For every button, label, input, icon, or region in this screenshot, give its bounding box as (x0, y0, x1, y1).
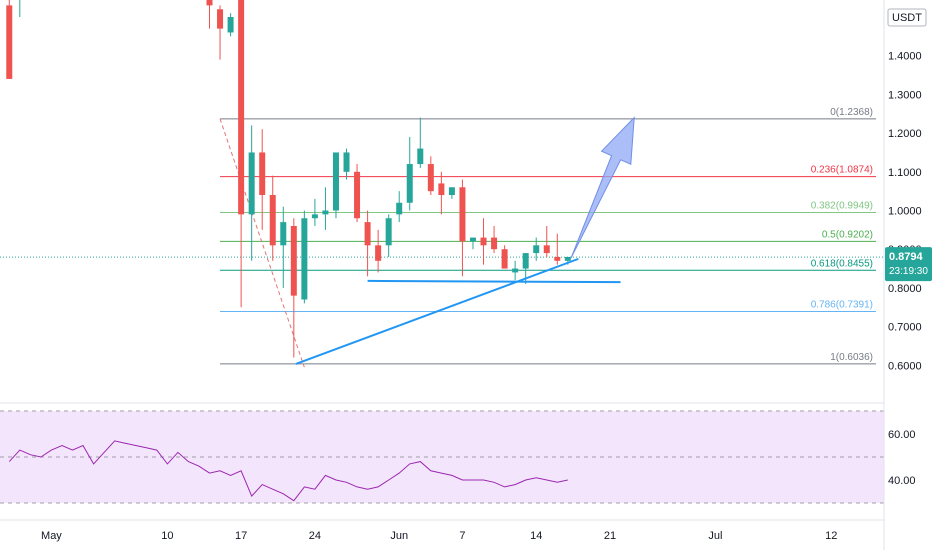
candle[interactable] (322, 210, 329, 215)
price-tick-label: 1.0000 (888, 206, 922, 218)
candle[interactable] (280, 222, 287, 246)
candle[interactable] (543, 245, 550, 254)
main-pane[interactable]: 0(1.2368) 0.236(1.0874) 0.382(0.9949) 0.5(0… (0, 0, 884, 368)
time-tick-label: 14 (530, 530, 542, 542)
candle[interactable] (248, 152, 255, 215)
candle[interactable] (554, 256, 561, 261)
candle[interactable] (311, 214, 318, 219)
candle[interactable] (354, 171, 361, 219)
candle[interactable] (259, 152, 266, 196)
price-tick-label: 0.7000 (888, 322, 922, 334)
candle[interactable] (385, 218, 392, 246)
time-tick-label: 10 (161, 530, 173, 542)
candle[interactable] (375, 245, 382, 261)
fib-level-label: 0.382(0.9949) (811, 200, 873, 211)
rsi-tick-label: 40.00 (888, 475, 916, 487)
candle[interactable] (269, 195, 276, 246)
candle[interactable] (290, 225, 297, 296)
candle[interactable] (343, 152, 350, 172)
candle[interactable] (522, 253, 529, 269)
fib-anchor-dashed-line[interactable] (219, 118, 305, 368)
candle[interactable] (438, 183, 445, 196)
fib-level-label: 1(0.6036) (830, 352, 873, 363)
candle[interactable] (427, 164, 434, 192)
time-tick-label: 24 (309, 530, 321, 542)
candle[interactable] (512, 268, 519, 273)
currency-badge[interactable] (887, 8, 927, 27)
fib-level-label: 0(1.2368) (830, 107, 873, 118)
rsi-tick-label: 60.00 (888, 429, 916, 441)
fib-level-label: 0.786(0.7391) (811, 299, 873, 310)
candle[interactable] (364, 222, 371, 246)
time-tick-label: 17 (235, 530, 247, 542)
current-price-tag (885, 247, 932, 282)
candle[interactable] (227, 17, 234, 33)
time-tick-label: 7 (459, 530, 465, 542)
price-tick-label: 0.8000 (888, 283, 922, 295)
candle[interactable] (217, 9, 224, 29)
time-tick-label: Jul (708, 530, 722, 542)
fib-level-label: 0.618(0.8455) (811, 258, 873, 269)
current-price-label: 0.8794 (889, 251, 924, 263)
candle[interactable] (491, 237, 498, 250)
time-tick-label: Jun (390, 530, 408, 542)
price-tick-label: 1.2000 (888, 128, 922, 140)
currency-label: USDT (892, 12, 922, 24)
bar-countdown-label: 23:19:30 (889, 266, 928, 277)
rising-trendline[interactable] (295, 257, 579, 365)
candle[interactable] (448, 187, 455, 196)
candle[interactable] (6, 5, 13, 79)
fib-level-label: 0.5(0.9202) (822, 229, 873, 240)
candle[interactable] (417, 148, 424, 165)
candle[interactable] (459, 187, 466, 242)
candle[interactable] (533, 245, 540, 254)
rsi-line[interactable] (8, 440, 568, 502)
projection-arrow[interactable] (570, 116, 635, 259)
candle[interactable] (406, 164, 413, 203)
candle[interactable] (564, 256, 571, 261)
candle[interactable] (301, 218, 308, 300)
price-tick-label: 1.3000 (888, 89, 922, 101)
candle[interactable] (332, 152, 339, 211)
candle[interactable] (480, 237, 487, 246)
fib-level-label: 0.236(1.0874) (811, 165, 873, 176)
price-tick-label: 1.1000 (888, 167, 922, 179)
time-tick-label: 12 (825, 530, 837, 542)
candle[interactable] (396, 202, 403, 215)
price-tick-label: 0.6000 (888, 360, 922, 372)
candle[interactable] (469, 237, 476, 242)
time-tick-label: 21 (604, 530, 616, 542)
candle[interactable] (238, 0, 245, 215)
candle[interactable] (206, 0, 213, 6)
time-tick-label: May (41, 530, 62, 542)
candle[interactable] (501, 249, 508, 269)
support-line[interactable] (367, 279, 621, 284)
price-tick-label: 1.4000 (888, 51, 922, 63)
